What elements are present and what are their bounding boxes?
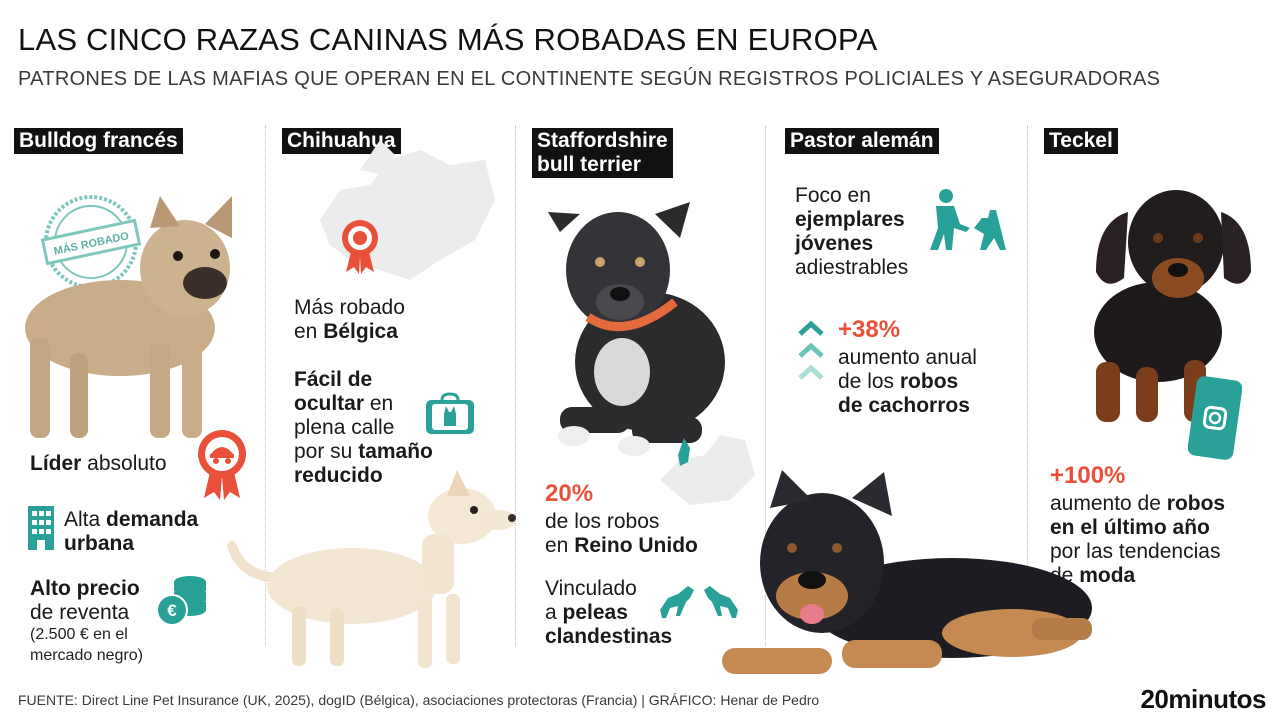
vinculado-text: Vinculado a peleas clandestinas xyxy=(545,577,673,648)
column-divider xyxy=(515,126,516,646)
phone-icon xyxy=(1188,376,1242,460)
robado-text: Más robado en Bélgica xyxy=(294,296,405,343)
aumento-cachorros-text: aumento anual de los robos de cachorros xyxy=(838,346,977,417)
aumento-teckel-text: aumento de robos en el último año por las … xyxy=(1050,492,1226,587)
column-divider xyxy=(1027,126,1028,646)
coins-icon: € xyxy=(156,576,206,626)
page-title: LAS CINCO RAZAS CANINAS MÁS ROBADAS EN E… xyxy=(18,22,878,57)
lider-text: Líder absoluto xyxy=(30,452,167,475)
precio-detail: (2.500 € en el mercado negro) xyxy=(30,626,143,664)
europe-map-background xyxy=(320,140,495,280)
fighting-dogs-icon xyxy=(660,586,738,618)
medal-icon xyxy=(198,430,246,500)
brand-logo: 20minutos xyxy=(1140,684,1266,714)
stamp-icon: MÁS ROBADO xyxy=(40,195,142,289)
precio-text: Alto precio de reventa xyxy=(30,577,140,624)
french-bulldog-image xyxy=(25,196,232,438)
pct-reino-unido: 20% xyxy=(545,480,594,507)
breed-label-bulldog: Bulldog francés xyxy=(14,128,183,154)
breed-label-pastor: Pastor alemán xyxy=(785,128,939,154)
robos-uk-text: de los robos en Reino Unido xyxy=(545,510,698,557)
facil-text: Fácil de ocultar en plena calle por su tama… xyxy=(294,368,433,487)
uk-map-background xyxy=(660,435,755,505)
column-divider xyxy=(265,126,266,646)
german-shepherd-image xyxy=(722,470,1092,674)
demanda-text: Alta demanda urbana xyxy=(64,508,199,555)
dachshund-image xyxy=(1094,190,1251,422)
pct-cachorros: +38% xyxy=(838,316,901,343)
page-subtitle: PATRONES DE LAS MAFIAS QUE OPERAN EN EL … xyxy=(18,68,1161,90)
staffordshire-image xyxy=(548,202,725,456)
breed-label-staffordshire: Staffordshire bull terrier xyxy=(532,128,673,178)
medal-icon xyxy=(342,220,378,274)
chihuahua-image xyxy=(227,470,516,668)
bag-icon xyxy=(426,392,474,434)
building-icon xyxy=(28,506,54,550)
pct-teckel: +100% xyxy=(1050,462,1126,489)
foco-text: Foco en ejemplares jóvenes adiestrables xyxy=(795,184,909,279)
svg-text:€: € xyxy=(167,601,177,620)
arrows-up-icon xyxy=(798,320,824,380)
trainer-icon xyxy=(930,189,1006,250)
breed-label-teckel: Teckel xyxy=(1044,128,1118,154)
column-divider xyxy=(765,126,766,646)
footer-source: FUENTE: Direct Line Pet Insurance (UK, 2… xyxy=(18,692,820,708)
